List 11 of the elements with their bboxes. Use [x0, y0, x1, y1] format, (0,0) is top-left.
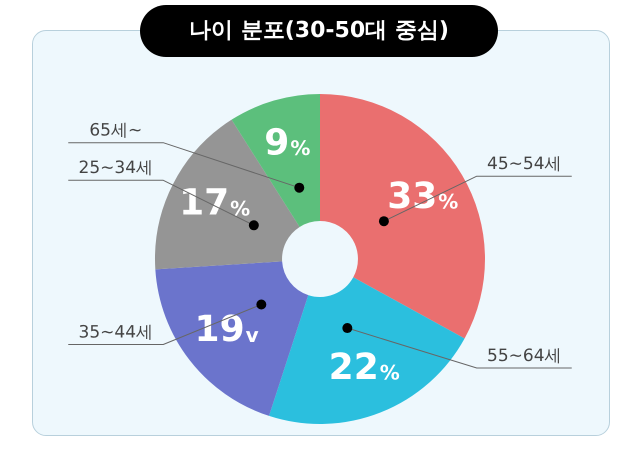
slice-label: 65세~ — [89, 120, 142, 141]
data-label: 33% — [387, 176, 458, 217]
slice-label: 25~34세 — [78, 158, 154, 178]
data-label: 9% — [264, 122, 310, 164]
data-label: 17% — [179, 182, 250, 224]
slice-label: 45~54세 — [486, 154, 562, 174]
slice-label: 55~64세 — [486, 346, 562, 366]
slice-label: 35~44세 — [78, 322, 154, 342]
chart-title: 나이 분포(30-50대 중심) — [140, 5, 498, 57]
data-label: 22% — [328, 346, 400, 388]
data-label: 19v — [194, 309, 259, 350]
